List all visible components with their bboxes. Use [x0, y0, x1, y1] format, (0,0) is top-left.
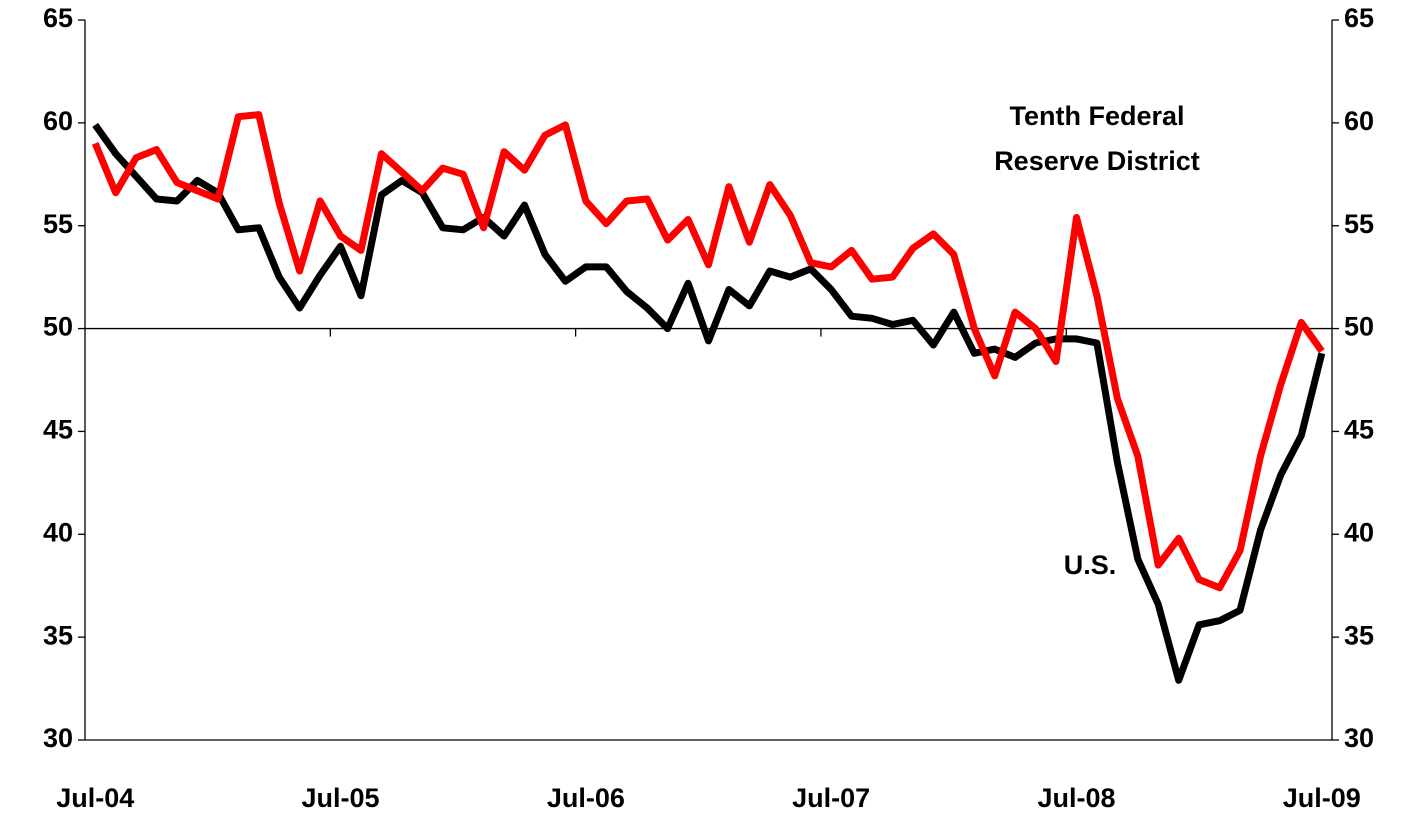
y-tick-label: 35	[43, 620, 73, 650]
y2-tick-label: 55	[1344, 209, 1374, 239]
series-line	[92, 122, 1326, 684]
y-tick-label: 45	[43, 415, 73, 445]
y2-tick-label: 40	[1344, 517, 1374, 547]
annotation: Reserve District	[994, 146, 1200, 176]
y2-tick-label: 45	[1344, 415, 1374, 445]
x-tick-label: Jul-06	[547, 783, 625, 813]
y2-tick-label: 35	[1344, 620, 1374, 650]
y2-tick-label: 65	[1344, 3, 1374, 33]
x-tick-label: Jul-07	[792, 783, 870, 813]
y2-tick-label: 30	[1344, 723, 1374, 753]
y-tick-label: 30	[43, 723, 73, 753]
y2-tick-label: 60	[1344, 106, 1374, 136]
x-tick-label: Jul-05	[302, 783, 380, 813]
annotation: U.S.	[1064, 550, 1117, 580]
x-tick-label: Jul-09	[1283, 783, 1361, 813]
series-line	[91, 111, 1325, 592]
y-tick-label: 50	[43, 312, 73, 342]
y-tick-label: 40	[43, 517, 73, 547]
y2-tick-label: 50	[1344, 312, 1374, 342]
annotation: Tenth Federal	[1009, 101, 1184, 131]
y-tick-label: 60	[43, 106, 73, 136]
x-tick-label: Jul-04	[56, 783, 134, 813]
x-tick-label: Jul-08	[1037, 783, 1115, 813]
y-tick-label: 55	[43, 209, 73, 239]
y-tick-label: 65	[43, 3, 73, 33]
